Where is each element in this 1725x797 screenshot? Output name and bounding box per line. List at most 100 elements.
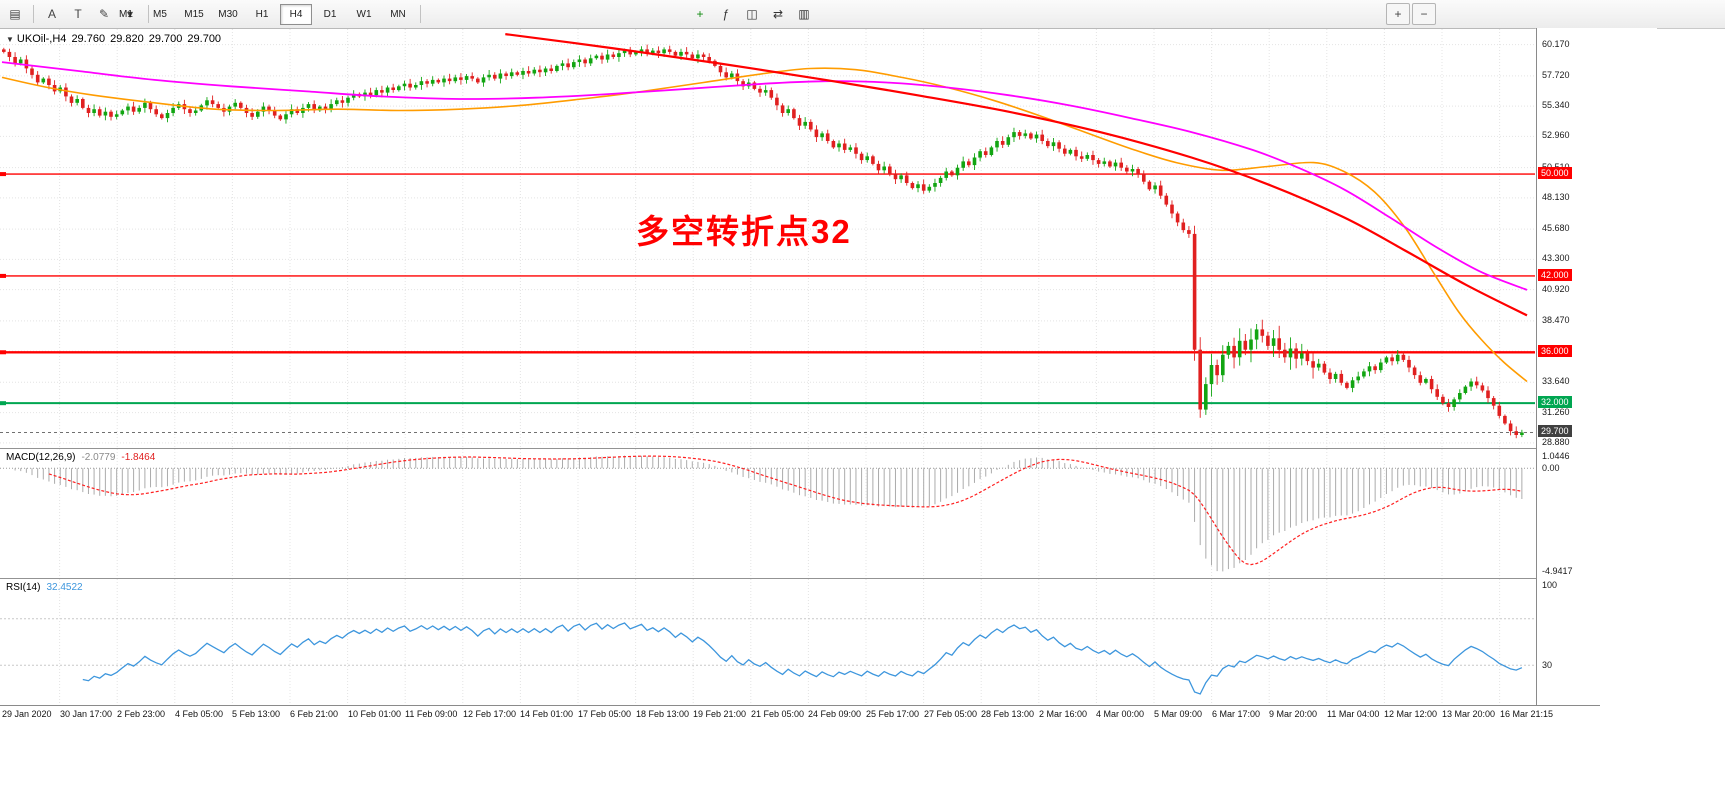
auto-scroll-icon[interactable]: ⇄ — [772, 7, 784, 21]
price-tick-label: 55.340 — [1542, 100, 1570, 110]
macd-signal-line — [48, 455, 1523, 566]
tile-windows-icon[interactable]: ◫ — [746, 7, 758, 21]
time-tick-label: 19 Feb 21:00 — [693, 709, 747, 719]
price-tick-label: 40.920 — [1542, 284, 1570, 294]
rsi-title: RSI(14) — [6, 582, 41, 593]
chart-expand-caret-icon[interactable]: ▼ — [6, 35, 14, 44]
ma-fast-line — [1, 67, 1528, 383]
price-tick-label: 28.880 — [1542, 437, 1570, 447]
price-tick-label: 48.130 — [1542, 192, 1570, 202]
time-tick-label: 28 Feb 13:00 — [981, 709, 1035, 719]
macd-title: MACD(12,26,9) — [6, 452, 76, 463]
ohlc-open: 29.760 — [71, 33, 106, 45]
macd-axis-max: 1.0446 — [1542, 451, 1570, 461]
annotation-text: 多空转折点32 — [636, 213, 852, 250]
panel-separator[interactable] — [0, 448, 1600, 449]
timeframe-toolbar: M1 M5 M15 M30 H1 H4 D1 W1 MN — [110, 0, 425, 28]
current-price-badge: 29.700 — [1538, 425, 1572, 437]
rsi-header: RSI(14) 32.4522 — [6, 582, 89, 593]
time-tick-label: 12 Mar 12:00 — [1384, 709, 1438, 719]
timeframe-h1-button[interactable]: H1 — [255, 8, 269, 20]
main-chart-plot — [0, 29, 1535, 449]
crosshair-tool-icon[interactable]: T — [74, 7, 82, 21]
ma-mid-line — [1, 61, 1528, 291]
timeframe-m30-button[interactable]: M30 — [218, 8, 238, 20]
toolbar-mid-group: + ƒ ◫ ⇄ ▥ — [688, 0, 816, 28]
time-tick-label: 12 Feb 17:00 — [463, 709, 517, 719]
timeframe-m1-button[interactable]: M1 — [119, 8, 133, 20]
price-axis[interactable]: 60.17057.72055.34052.96050.51048.13045.6… — [1536, 28, 1657, 705]
chart-symbol-header: ▼ UKOil-,H4 29.760 29.820 29.700 29.700 — [6, 33, 221, 45]
time-axis[interactable]: 29 Jan 2020 30 Jan 17:00 2 Feb 23:00 4 Feb … — [0, 705, 1600, 726]
timeframe-m15-button[interactable]: M15 — [184, 8, 204, 20]
price-tick-label: 38.470 — [1542, 315, 1570, 325]
time-tick-label: 18 Feb 13:00 — [636, 709, 690, 719]
macd-axis-zero: 0.00 — [1542, 463, 1560, 473]
timeframe-mn-button[interactable]: MN — [390, 8, 406, 20]
time-tick-label: 5 Mar 09:00 — [1154, 709, 1203, 719]
rsi-axis-30: 30 — [1542, 660, 1553, 670]
macd-header: MACD(12,26,9) -2.0779 -1.8464 — [6, 452, 161, 463]
level-price-badge: 32.000 — [1538, 396, 1572, 408]
ma-slow-line — [505, 33, 1528, 317]
time-tick-label: 24 Feb 09:00 — [808, 709, 862, 719]
timeframe-h4-button[interactable]: H4 — [280, 3, 312, 25]
time-tick-label: 4 Feb 05:00 — [175, 709, 224, 719]
level-price-badge: 50.000 — [1538, 167, 1572, 179]
timeframe-d1-button[interactable]: D1 — [323, 8, 337, 20]
zoom-in-icon[interactable]: + — [1386, 3, 1410, 25]
toolbar-separator — [33, 5, 34, 23]
new-order-icon[interactable]: + — [696, 7, 704, 21]
symbol-label: UKOil-,H4 — [16, 33, 67, 45]
time-tick-label: 21 Feb 05:00 — [751, 709, 805, 719]
rsi-value: 32.4522 — [46, 582, 83, 593]
main-chart-canvas[interactable]: ▼ UKOil-,H4 29.760 29.820 29.700 29.700 多空转折点… — [0, 28, 1535, 449]
macd-axis-min: -4.9417 — [1542, 566, 1573, 576]
chart-shift-icon[interactable]: ▥ — [798, 7, 810, 21]
time-tick-label: 6 Mar 17:00 — [1212, 709, 1261, 719]
candles-layer — [2, 44, 1524, 439]
price-tick-label: 60.170 — [1542, 39, 1570, 49]
level-price-badge: 42.000 — [1538, 269, 1572, 281]
macd-signal-value: -1.8464 — [121, 452, 156, 463]
draw-tool-caret-icon[interactable]: ▾ — [126, 7, 134, 21]
toolbar-right-group: + − — [1386, 0, 1436, 28]
rsi-panel-canvas[interactable]: RSI(14) 32.4522 — [0, 579, 1535, 705]
text-label-tool-icon[interactable]: A — [47, 7, 56, 21]
time-tick-label: 2 Feb 23:00 — [117, 709, 166, 719]
chart-window-icon[interactable]: ▤ — [9, 7, 21, 21]
level-price-badge: 36.000 — [1538, 345, 1572, 357]
macd-panel-canvas[interactable]: MACD(12,26,9) -2.0779 -1.8464 — [0, 449, 1535, 578]
time-tick-label: 4 Mar 00:00 — [1096, 709, 1145, 719]
panel-separator[interactable] — [0, 578, 1600, 579]
toolbar-separator — [420, 5, 421, 23]
time-tick-label: 13 Mar 20:00 — [1442, 709, 1496, 719]
rsi-line — [82, 622, 1523, 695]
time-tick-label: 17 Feb 05:00 — [578, 709, 632, 719]
zoom-out-icon[interactable]: − — [1412, 3, 1436, 25]
rsi-axis-100: 100 — [1542, 580, 1558, 590]
ohlc-close: 29.700 — [187, 33, 222, 45]
time-tick-label: 29 Jan 2020 — [2, 709, 52, 719]
indicators-icon[interactable]: ƒ — [722, 7, 730, 21]
price-tick-label: 57.720 — [1542, 70, 1570, 80]
toolbar-left-group: ▤ A T ✎ ▾ — [3, 0, 153, 28]
time-tick-label: 6 Feb 21:00 — [290, 709, 339, 719]
timeframe-m5-button[interactable]: M5 — [153, 8, 167, 20]
price-tick-label: 43.300 — [1542, 253, 1570, 263]
price-tick-label: 31.260 — [1542, 407, 1570, 417]
toolbar-separator — [148, 5, 149, 23]
time-tick-label: 9 Mar 20:00 — [1269, 709, 1318, 719]
price-tick-label: 45.680 — [1542, 223, 1570, 233]
time-tick-label: 16 Mar 21:15 — [1500, 709, 1554, 719]
time-tick-label: 11 Mar 04:00 — [1327, 709, 1380, 719]
time-tick-label: 14 Feb 01:00 — [520, 709, 574, 719]
toolbar: ▤ A T ✎ ▾ M1 M5 M15 M30 H1 H4 D1 W1 MN + ƒ ◫ ⇄ ▥ + − — [0, 0, 1725, 29]
timeframe-w1-button[interactable]: W1 — [356, 8, 372, 20]
draw-tool-icon[interactable]: ✎ — [98, 7, 110, 21]
rsi-plot — [0, 579, 1535, 705]
macd-main-value: -2.0779 — [81, 452, 116, 463]
ohlc-low: 29.700 — [148, 33, 183, 45]
time-tick-label: 27 Feb 05:00 — [924, 709, 978, 719]
